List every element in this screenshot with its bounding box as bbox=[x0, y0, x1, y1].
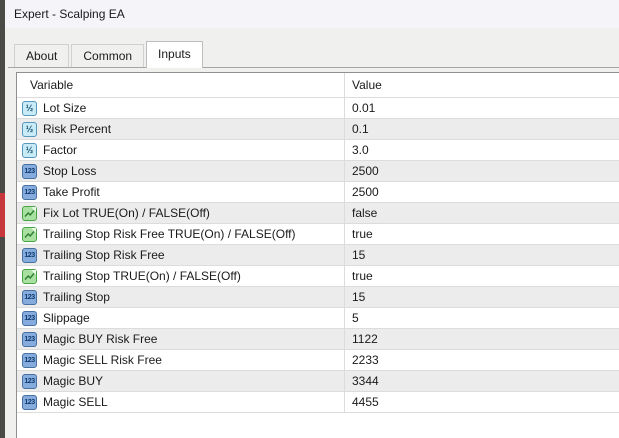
table-row[interactable]: 123 Magic BUY 3344 bbox=[17, 371, 619, 392]
value-cell[interactable]: false bbox=[352, 206, 378, 220]
variable-label: Fix Lot TRUE(On) / FALSE(Off) bbox=[43, 206, 210, 220]
column-header-variable: Variable bbox=[17, 73, 345, 97]
double-icon: ½ bbox=[22, 121, 37, 137]
double-icon: ½ bbox=[22, 100, 37, 116]
variable-cell: Trailing Stop TRUE(On) / FALSE(Off) bbox=[17, 266, 345, 286]
value-cell[interactable]: 2500 bbox=[352, 185, 379, 199]
variable-cell: ½ Lot Size bbox=[17, 98, 345, 118]
variable-cell: 123 Magic BUY Risk Free bbox=[17, 329, 345, 349]
int-icon: 123 bbox=[22, 394, 37, 410]
variable-label: Magic SELL bbox=[43, 395, 108, 409]
value-cell[interactable]: 15 bbox=[352, 248, 366, 262]
tab-strip: About Common Inputs bbox=[8, 39, 619, 68]
variable-label: Take Profit bbox=[43, 185, 100, 199]
value-cell[interactable]: 0.01 bbox=[352, 101, 376, 115]
variable-label: Trailing Stop Risk Free TRUE(On) / FALSE… bbox=[43, 227, 296, 241]
bool-icon bbox=[22, 226, 37, 242]
table-row[interactable]: ½ Lot Size 0.01 bbox=[17, 98, 619, 119]
value-cell[interactable]: 2500 bbox=[352, 164, 379, 178]
int-icon: 123 bbox=[22, 184, 37, 200]
bool-icon bbox=[22, 268, 37, 284]
bool-icon bbox=[22, 205, 37, 221]
double-icon: ½ bbox=[22, 142, 37, 158]
background-red-fragment bbox=[0, 193, 5, 237]
variable-cell: ½ Risk Percent bbox=[17, 119, 345, 139]
variable-cell: 123 Magic SELL Risk Free bbox=[17, 350, 345, 370]
variable-label: Lot Size bbox=[43, 101, 87, 115]
variable-cell: Fix Lot TRUE(On) / FALSE(Off) bbox=[17, 203, 345, 223]
tab-inputs[interactable]: Inputs bbox=[146, 41, 203, 68]
variable-label: Magic BUY Risk Free bbox=[43, 332, 158, 346]
title-bar: Expert - Scalping EA bbox=[5, 0, 619, 28]
value-cell[interactable]: true bbox=[352, 227, 373, 241]
tab-common[interactable]: Common bbox=[71, 44, 145, 67]
table-row[interactable]: 123 Take Profit 2500 bbox=[17, 182, 619, 203]
variable-label: Magic BUY bbox=[43, 374, 104, 388]
table-row[interactable]: 123 Magic SELL Risk Free 2233 bbox=[17, 350, 619, 371]
variable-label: Trailing Stop TRUE(On) / FALSE(Off) bbox=[43, 269, 241, 283]
variable-label: Factor bbox=[43, 143, 78, 157]
variable-cell: 123 Magic SELL bbox=[17, 392, 345, 412]
value-cell[interactable]: 4455 bbox=[352, 395, 379, 409]
value-cell[interactable]: 3.0 bbox=[352, 143, 369, 157]
int-icon: 123 bbox=[22, 289, 37, 305]
variable-cell: 123 Trailing Stop Risk Free bbox=[17, 245, 345, 265]
int-icon: 123 bbox=[22, 331, 37, 347]
table-row[interactable]: 123 Magic SELL 4455 bbox=[17, 392, 619, 413]
table-row[interactable]: ½ Risk Percent 0.1 bbox=[17, 119, 619, 140]
variable-label: Trailing Stop bbox=[43, 290, 110, 304]
variable-cell: Trailing Stop Risk Free TRUE(On) / FALSE… bbox=[17, 224, 345, 244]
tab-about[interactable]: About bbox=[14, 44, 70, 67]
table-row[interactable]: 123 Stop Loss 2500 bbox=[17, 161, 619, 182]
value-cell[interactable]: 0.1 bbox=[352, 122, 369, 136]
table-header: Variable Value bbox=[17, 73, 619, 98]
table-row[interactable]: Trailing Stop Risk Free TRUE(On) / FALSE… bbox=[17, 224, 619, 245]
variable-cell: 123 Trailing Stop bbox=[17, 287, 345, 307]
variable-cell: 123 Take Profit bbox=[17, 182, 345, 202]
table-row[interactable]: 123 Slippage 5 bbox=[17, 308, 619, 329]
table-row[interactable]: 123 Trailing Stop Risk Free 15 bbox=[17, 245, 619, 266]
value-cell[interactable]: 2233 bbox=[352, 353, 379, 367]
value-cell[interactable]: true bbox=[352, 269, 373, 283]
table-row[interactable]: 123 Trailing Stop 15 bbox=[17, 287, 619, 308]
variable-cell: 123 Slippage bbox=[17, 308, 345, 328]
column-header-value: Value bbox=[352, 78, 382, 92]
int-icon: 123 bbox=[22, 373, 37, 389]
value-cell[interactable]: 15 bbox=[352, 290, 366, 304]
table-row[interactable]: Trailing Stop TRUE(On) / FALSE(Off) true bbox=[17, 266, 619, 287]
variable-cell: ½ Factor bbox=[17, 140, 345, 160]
variable-label: Risk Percent bbox=[43, 122, 112, 136]
window-title: Expert - Scalping EA bbox=[14, 7, 125, 21]
value-cell[interactable]: 3344 bbox=[352, 374, 379, 388]
variable-cell: 123 Magic BUY bbox=[17, 371, 345, 391]
variable-label: Trailing Stop Risk Free bbox=[43, 248, 165, 262]
int-icon: 123 bbox=[22, 310, 37, 326]
int-icon: 123 bbox=[22, 163, 37, 179]
table-body: ½ Lot Size 0.01 ½ Risk Percent 0.1 ½ Factor 3.0 1… bbox=[17, 98, 619, 413]
variable-label: Slippage bbox=[43, 311, 90, 325]
variable-label: Magic SELL Risk Free bbox=[43, 353, 162, 367]
value-cell[interactable]: 5 bbox=[352, 311, 359, 325]
table-row[interactable]: 123 Magic BUY Risk Free 1122 bbox=[17, 329, 619, 350]
int-icon: 123 bbox=[22, 247, 37, 263]
inputs-table: Variable Value ½ Lot Size 0.01 ½ Risk Percen… bbox=[16, 72, 619, 438]
value-cell[interactable]: 1122 bbox=[352, 332, 378, 346]
table-row[interactable]: ½ Factor 3.0 bbox=[17, 140, 619, 161]
variable-label: Stop Loss bbox=[43, 164, 97, 178]
variable-cell: 123 Stop Loss bbox=[17, 161, 345, 181]
table-row[interactable]: Fix Lot TRUE(On) / FALSE(Off) false bbox=[17, 203, 619, 224]
int-icon: 123 bbox=[22, 352, 37, 368]
